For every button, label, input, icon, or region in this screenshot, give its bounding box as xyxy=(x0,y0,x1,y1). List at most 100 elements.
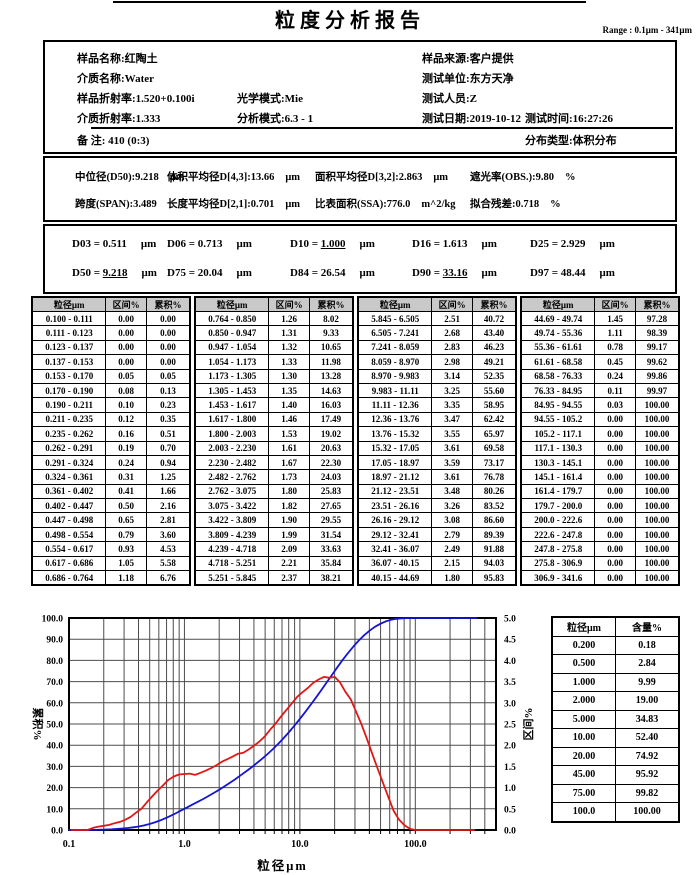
table-row: 2.230 - 2.482 1.67 22.30 xyxy=(194,454,354,471)
size-range-cell: 0.291 - 0.324 xyxy=(31,454,107,471)
size-range-cell: 0.111 - 0.123 xyxy=(31,325,107,341)
interval-cell: 0.05 xyxy=(105,368,147,384)
interval-cell: 2.98 xyxy=(431,354,473,370)
table-row: 2.003 - 2.230 1.61 20.63 xyxy=(194,440,354,456)
field-remark: 备 注: 410 (0:3) xyxy=(77,135,150,147)
size-range-cell: 0.947 - 1.054 xyxy=(194,339,270,356)
column-header: 累积% xyxy=(471,296,517,312)
table-row: 9.983 - 11.11 3.25 55.60 xyxy=(357,382,517,399)
cumulative-cell: 99.62 xyxy=(634,354,680,370)
y-right-tick-label: 4.0 xyxy=(504,657,516,667)
d-value-d50: D50 = 9.218 μm xyxy=(72,267,157,279)
table-row: 0.291 - 0.324 0.24 0.94 xyxy=(31,454,191,471)
table-row: 306.9 - 341.6 0.00 100.00 xyxy=(520,570,680,586)
table-header-row: 粒径μm 区间% 累积% xyxy=(520,296,680,312)
cumulative-cell: 91.88 xyxy=(471,541,517,557)
interval-cell: 0.65 xyxy=(105,512,147,528)
interval-cell: 1.61 xyxy=(268,440,310,456)
cumulative-cell: 5.58 xyxy=(145,555,191,572)
table-row: 5.845 - 6.505 2.51 40.72 xyxy=(357,310,517,327)
cumulative-curve xyxy=(68,617,478,831)
table-row: 26.16 - 29.12 3.08 86.60 xyxy=(357,512,517,528)
size-range-cell: 0.123 - 0.137 xyxy=(31,339,107,356)
d-value-d06: D06 = 0.713 μm xyxy=(167,238,252,250)
y-right-tick-label: 3.5 xyxy=(504,678,516,688)
y-left-tick-label: 20.0 xyxy=(46,784,63,794)
size-range-cell: 0.262 - 0.291 xyxy=(31,440,107,456)
table-row: 21.12 - 23.51 3.48 80.26 xyxy=(357,483,517,500)
table-row: 0.235 - 0.262 0.16 0.51 xyxy=(31,426,191,442)
cumulative-cell: 25.83 xyxy=(308,483,354,500)
size-cell: 10.00 xyxy=(551,728,616,748)
interval-cell: 0.00 xyxy=(105,354,147,370)
size-range-cell: 0.764 - 0.850 xyxy=(194,310,270,327)
cumulative-cell: 11.98 xyxy=(308,354,354,370)
interval-cell: 0.00 xyxy=(594,555,636,572)
size-range-cell: 0.235 - 0.262 xyxy=(31,426,107,442)
cumulative-cell: 73.17 xyxy=(471,454,517,471)
table-row: 0.498 - 0.554 0.79 3.60 xyxy=(31,526,191,543)
size-range-cell: 4.239 - 4.718 xyxy=(194,541,270,557)
stat-d32: 面积平均径D[3,2]:2.863 μm xyxy=(315,172,449,183)
interval-cell: 0.00 xyxy=(594,570,636,586)
cumulative-cell: 33.63 xyxy=(308,541,354,557)
interval-cell: 2.37 xyxy=(268,570,310,586)
table-row: 2.762 - 3.075 1.80 25.83 xyxy=(194,483,354,500)
d-value-d10: D10 = 1.000 μm xyxy=(290,238,375,250)
x-tick-label: 10.0 xyxy=(291,839,309,850)
interval-cell: 2.68 xyxy=(431,325,473,341)
stat-d43: 体积平均径D[4,3]:13.66 μm xyxy=(167,172,301,183)
table-row: 0.850 - 0.947 1.31 9.33 xyxy=(194,325,354,341)
interval-cell: 1.18 xyxy=(105,570,147,586)
interval-cell: 2.79 xyxy=(431,526,473,543)
interval-cell: 3.35 xyxy=(431,397,473,413)
cumulative-cell: 99.97 xyxy=(634,382,680,399)
field-test-date: 测试日期:2019-10-12 xyxy=(422,113,521,125)
x-tick-label: 0.1 xyxy=(63,839,76,850)
cumulative-cell: 20.63 xyxy=(308,440,354,456)
cumulative-cell: 62.42 xyxy=(471,411,517,428)
size-range-cell: 44.69 - 49.74 xyxy=(520,310,596,327)
interval-cell: 2.51 xyxy=(431,310,473,327)
cumulative-cell: 16.03 xyxy=(308,397,354,413)
size-range-cell: 32.41 - 36.07 xyxy=(357,541,433,557)
column-header: 粒径μm xyxy=(357,296,433,312)
cumulative-cell: 100.00 xyxy=(634,541,680,557)
interval-cell: 3.08 xyxy=(431,512,473,528)
content-cell: 19.00 xyxy=(615,691,680,711)
stat-ssa: 比表面积(SSA):776.0 m^2/kg xyxy=(315,199,456,210)
interval-cell: 3.14 xyxy=(431,368,473,384)
size-range-cell: 3.422 - 3.809 xyxy=(194,512,270,528)
cumulative-cell: 99.86 xyxy=(634,368,680,384)
table-row: 32.41 - 36.07 2.49 91.88 xyxy=(357,541,517,557)
size-range-cell: 2.762 - 3.075 xyxy=(194,483,270,500)
interval-cell: 1.46 xyxy=(268,411,310,428)
interval-cell: 1.90 xyxy=(268,512,310,528)
table-row: 0.617 - 0.686 1.05 5.58 xyxy=(31,555,191,572)
interval-cell: 1.26 xyxy=(268,310,310,327)
table-row: 0.123 - 0.137 0.00 0.00 xyxy=(31,339,191,356)
stat-median: 中位径(D50):9.218 μm xyxy=(75,172,185,183)
table-row: 0.170 - 0.190 0.08 0.13 xyxy=(31,382,191,399)
size-range-cell: 13.76 - 15.32 xyxy=(357,426,433,442)
interval-cell: 1.82 xyxy=(268,498,310,514)
d-value-d84: D84 = 26.54 μm xyxy=(290,267,375,279)
summary-table: 粒径μm 含量% 0.200 0.18 0.500 2.84 1.000 9.99 2.000 1… xyxy=(551,616,680,823)
size-range-cell: 1.617 - 1.800 xyxy=(194,411,270,428)
size-range-cell: 36.07 - 40.15 xyxy=(357,555,433,572)
cumulative-cell: 1.66 xyxy=(145,483,191,500)
table-row: 3.422 - 3.809 1.90 29.55 xyxy=(194,512,354,528)
table-row: 75.00 99.82 xyxy=(551,783,680,803)
d-value-d25: D25 = 2.929 μm xyxy=(530,238,615,250)
size-range-cell: 3.809 - 4.239 xyxy=(194,526,270,543)
cumulative-cell: 3.60 xyxy=(145,526,191,543)
d-value-d97: D97 = 48.44 μm xyxy=(530,267,615,279)
table-row: 130.3 - 145.1 0.00 100.00 xyxy=(520,454,680,471)
size-range-cell: 0.361 - 0.402 xyxy=(31,483,107,500)
size-range-cell: 1.173 - 1.305 xyxy=(194,368,270,384)
table-row: 2.482 - 2.762 1.73 24.03 xyxy=(194,469,354,485)
size-range-cell: 1.305 - 1.453 xyxy=(194,382,270,399)
y-right-tick-label: 2.0 xyxy=(504,742,516,752)
cumulative-cell: 14.63 xyxy=(308,382,354,399)
cumulative-cell: 100.00 xyxy=(634,426,680,442)
